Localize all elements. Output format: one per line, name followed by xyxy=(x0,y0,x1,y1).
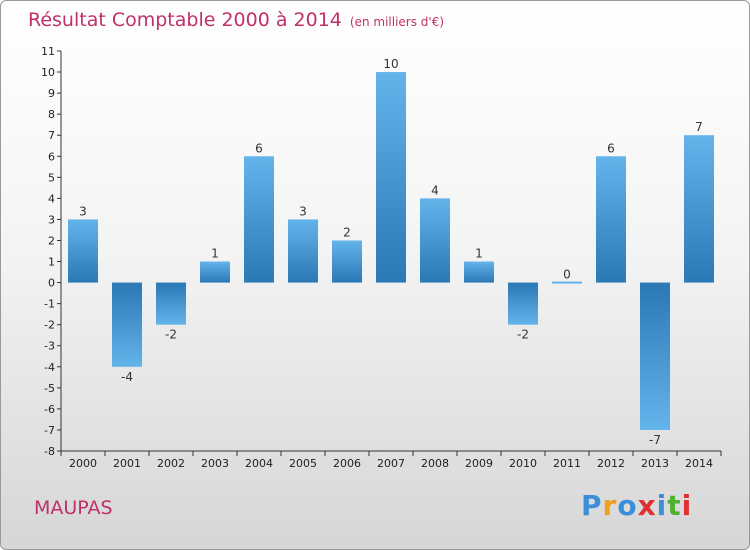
bar-2004 xyxy=(244,156,274,283)
data-label-2013: -7 xyxy=(649,433,661,447)
x-tick-label: 2013 xyxy=(641,457,669,470)
x-tick-label: 2000 xyxy=(69,457,97,470)
bar-2007 xyxy=(376,72,406,283)
logo-letter: r xyxy=(602,489,618,522)
bar-2006 xyxy=(332,240,362,283)
logo-letter: i xyxy=(681,489,693,522)
x-tick-label: 2004 xyxy=(245,457,273,470)
bar-2008 xyxy=(420,198,450,283)
y-tick-label: 4 xyxy=(48,192,55,205)
y-tick-label: -7 xyxy=(44,424,55,437)
x-tick-label: 2008 xyxy=(421,457,449,470)
data-label-2003: 1 xyxy=(211,247,219,261)
data-label-2010: -2 xyxy=(517,328,529,342)
y-tick-label: 6 xyxy=(48,150,55,163)
bar-2014 xyxy=(684,135,714,283)
y-tick-label: -4 xyxy=(44,361,55,374)
data-label-2004: 6 xyxy=(255,141,263,155)
y-tick-label: 5 xyxy=(48,171,55,184)
y-tick-label: -2 xyxy=(44,319,55,332)
x-tick-label: 2009 xyxy=(465,457,493,470)
y-tick-label: 0 xyxy=(48,277,55,290)
bars xyxy=(68,72,714,430)
x-tick-label: 2007 xyxy=(377,457,405,470)
chart-subtitle: (en milliers d'€) xyxy=(349,15,445,29)
title-text: Résultat Comptable 2000 à 2014 xyxy=(28,9,342,31)
data-label-2000: 3 xyxy=(79,204,87,218)
y-tick-label: 7 xyxy=(48,129,55,142)
x-tick-label: 2001 xyxy=(113,457,141,470)
y-tick-label: 3 xyxy=(48,213,55,226)
data-label-2006: 2 xyxy=(343,225,351,239)
x-tick-label: 2002 xyxy=(157,457,185,470)
y-tick-label: -5 xyxy=(44,382,55,395)
logo-letter: t xyxy=(667,489,682,522)
bar-2012 xyxy=(596,156,626,283)
data-label-2009: 1 xyxy=(475,247,483,261)
y-tick-label: 11 xyxy=(41,45,55,58)
data-label-2012: 6 xyxy=(607,141,615,155)
logo-letter: i xyxy=(656,489,668,522)
bar-2010 xyxy=(508,282,538,325)
x-tick-label: 2003 xyxy=(201,457,229,470)
y-tick-label: -8 xyxy=(44,445,55,458)
data-labels: 3 -4 -2 1 6 3 2 10 4 1 -2 0 6 -7 7 xyxy=(79,57,703,447)
bar-2001 xyxy=(112,282,142,367)
data-label-2011: 0 xyxy=(563,268,571,282)
data-label-2014: 7 xyxy=(695,120,703,134)
logo-letter: o xyxy=(617,489,638,522)
bar-2003 xyxy=(200,261,230,283)
x-tick-label: 2012 xyxy=(597,457,625,470)
x-tick-label: 2011 xyxy=(553,457,581,470)
y-tick-label: 10 xyxy=(41,66,55,79)
y-tick-label: 8 xyxy=(48,108,55,121)
data-label-2005: 3 xyxy=(299,204,307,218)
x-tick-label: 2014 xyxy=(685,457,713,470)
proxiti-logo: Proxiti xyxy=(581,489,692,522)
logo-letter: P xyxy=(581,489,603,522)
y-tick-label: -6 xyxy=(44,403,55,416)
data-label-2002: -2 xyxy=(165,328,177,342)
data-label-2007: 10 xyxy=(383,57,398,71)
bar-2002 xyxy=(156,282,186,325)
x-tick-label: 2006 xyxy=(333,457,361,470)
y-tick-label: 1 xyxy=(48,256,55,269)
bar-2013 xyxy=(640,282,670,430)
data-label-2008: 4 xyxy=(431,183,439,197)
bar-2011 xyxy=(552,281,582,284)
y-tick-label: -1 xyxy=(44,298,55,311)
y-tick-label: -3 xyxy=(44,340,55,353)
y-tick-label: 9 xyxy=(48,87,55,100)
place-name: MAUPAS xyxy=(34,497,113,519)
data-label-2001: -4 xyxy=(121,370,133,384)
bar-2000 xyxy=(68,219,98,283)
chart-title: Résultat Comptable 2000 à 2014 (en millie… xyxy=(28,9,444,31)
x-tick-label: 2010 xyxy=(509,457,537,470)
logo-letter: x xyxy=(637,489,657,522)
bar-2009 xyxy=(464,261,494,283)
y-tick-label: 2 xyxy=(48,234,55,247)
x-tick-label: 2005 xyxy=(289,457,317,470)
bar-2005 xyxy=(288,219,318,283)
